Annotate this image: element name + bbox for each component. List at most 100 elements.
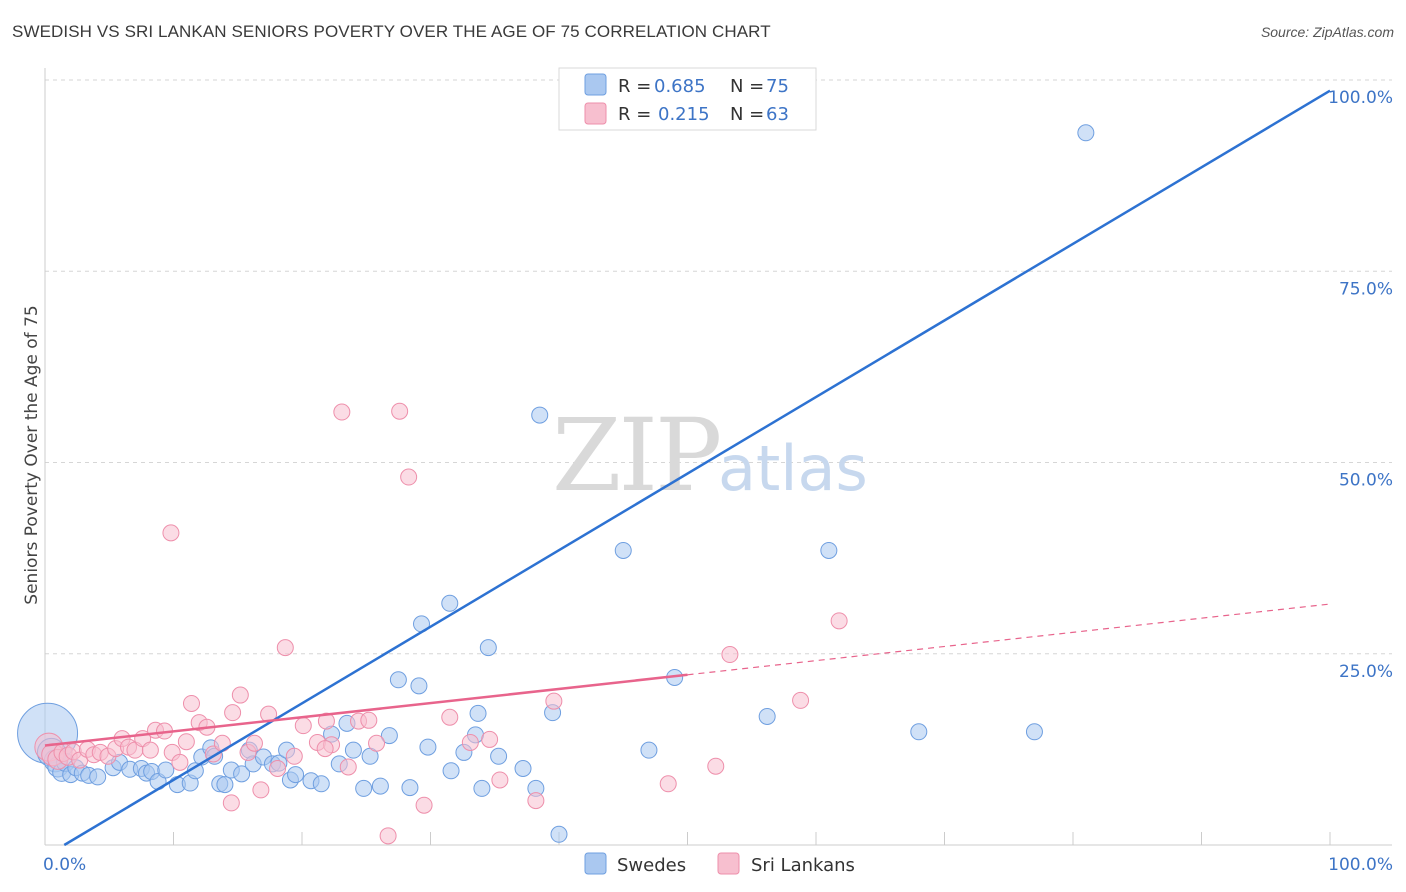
- swedes-point: [371, 777, 389, 795]
- swedes-point: [758, 707, 776, 725]
- correlation-legend: R = 0.685 N = 75 R = 0.215 N = 63: [558, 67, 817, 131]
- srilankans-point: [659, 775, 677, 793]
- legend-n-value-srilankans: 63: [766, 104, 789, 125]
- swedes-point: [820, 541, 838, 559]
- legend-swatch-srilankans: [584, 102, 607, 125]
- swedes-point: [287, 766, 305, 784]
- srilankans-point: [339, 758, 357, 776]
- chart-title: SWEDISH VS SRI LANKAN SENIORS POVERTY OV…: [12, 22, 771, 41]
- srilankans-point: [245, 734, 263, 752]
- srilankans-point: [391, 402, 409, 420]
- srilankans-point: [792, 691, 810, 709]
- bottom-legend-swatch-swedes: [584, 852, 607, 875]
- swedes-point: [389, 671, 407, 689]
- srilankans-point: [368, 734, 386, 752]
- swedes-point: [233, 765, 251, 783]
- srilankans-point: [491, 771, 509, 789]
- grid-lines: [45, 79, 1392, 655]
- bottom-legend-srilankans: Sri Lankans: [751, 855, 855, 876]
- swedes-point: [640, 741, 658, 759]
- srilankans-point: [224, 704, 242, 722]
- srilankans-point: [707, 757, 725, 775]
- swedes-point: [419, 738, 437, 756]
- trend-line-srilankans-projection: [687, 603, 1331, 676]
- bottom-legend-swatch-srilankans: [717, 852, 740, 875]
- srilankans-point: [830, 612, 848, 630]
- srilankans-point: [182, 694, 200, 712]
- legend-n-value-swedes: 75: [766, 76, 789, 97]
- srilankans-point: [276, 639, 294, 657]
- srilankans-point: [141, 741, 159, 759]
- swedes-point: [380, 727, 398, 745]
- y-tick-label: 25.0%: [1339, 662, 1393, 682]
- srilankans-point: [481, 730, 499, 748]
- srilankans-point: [527, 792, 545, 810]
- swedes-point: [312, 775, 330, 793]
- watermark-zip: ZIP: [552, 397, 719, 514]
- swedes-point: [89, 768, 107, 786]
- watermark-atlas: atlas: [718, 432, 868, 505]
- srilankans-point: [162, 524, 180, 542]
- legend-r-value-swedes: 0.685: [654, 76, 706, 97]
- swedes-point: [355, 779, 373, 797]
- srilankans-point: [294, 717, 312, 735]
- swedes-point: [910, 723, 928, 741]
- bottom-legend-swedes: Swedes: [617, 855, 686, 876]
- swedes-point: [473, 779, 491, 797]
- srilankans-point: [461, 733, 479, 751]
- trend-line-srilankans: [44, 673, 688, 747]
- legend-r-label-swedes: R =: [618, 76, 651, 97]
- swedes-point: [157, 761, 175, 779]
- swedes-point: [479, 639, 497, 657]
- srilankans-point: [379, 827, 397, 845]
- srilankans-point: [333, 403, 351, 421]
- srilankans-point: [252, 781, 270, 799]
- source-credit: Source: ZipAtlas.com: [1260, 24, 1394, 40]
- y-tick-label: 50.0%: [1339, 471, 1393, 491]
- srilankans-point: [400, 468, 418, 486]
- swedes-point: [514, 760, 532, 777]
- swedes-point: [1025, 723, 1043, 741]
- legend-n-label-swedes: N =: [730, 76, 764, 97]
- y-tick-label: 75.0%: [1339, 279, 1393, 299]
- swedes-point: [401, 779, 419, 797]
- swedes-point: [550, 825, 568, 843]
- srilankans-point: [545, 692, 563, 710]
- srilankans-point: [317, 712, 335, 730]
- y-tick-label: 100.0%: [1328, 88, 1393, 108]
- srilankans-point: [316, 740, 334, 758]
- legend-swatch-swedes: [584, 73, 607, 96]
- swedes-point: [531, 406, 549, 424]
- srilankans-point: [415, 796, 433, 814]
- watermark: ZIP atlas: [552, 397, 868, 514]
- swedes-point: [344, 741, 362, 759]
- x-tick-label: 100.0%: [1328, 855, 1393, 875]
- swedes-point: [410, 677, 428, 695]
- swedes-point: [442, 762, 460, 780]
- y-axis-title: Seniors Poverty Over the Age of 75: [22, 305, 42, 604]
- srilankans-point: [177, 733, 195, 751]
- srilankans-point: [171, 753, 189, 771]
- srilankans-point: [721, 646, 739, 664]
- trend-line-swedes: [63, 89, 1331, 847]
- swedes-point: [1077, 124, 1095, 142]
- tick-labels: 25.0% 50.0% 75.0% 100.0% 0.0% 100.0%: [43, 88, 1393, 875]
- swedes-point: [614, 541, 632, 559]
- legend-r-label-srilankans: R =: [618, 104, 651, 125]
- srilankans-point: [231, 686, 249, 704]
- srilankans-point: [360, 711, 378, 729]
- srilankans-point: [441, 708, 459, 726]
- srilankans-point: [269, 760, 287, 777]
- legend-n-label-srilankans: N =: [730, 104, 764, 125]
- x-tick-label: 0.0%: [43, 855, 86, 875]
- swedes-point: [469, 704, 487, 722]
- trend-lines: [44, 89, 1331, 847]
- data-points: [17, 71, 1095, 845]
- swedes-point: [490, 747, 508, 765]
- series-legend: Swedes Sri Lankans: [584, 852, 855, 876]
- legend-r-value-srilankans: 0.215: [658, 104, 710, 125]
- swedes-point: [216, 776, 234, 794]
- srilankans-point: [222, 794, 240, 812]
- swedes-point: [441, 594, 459, 612]
